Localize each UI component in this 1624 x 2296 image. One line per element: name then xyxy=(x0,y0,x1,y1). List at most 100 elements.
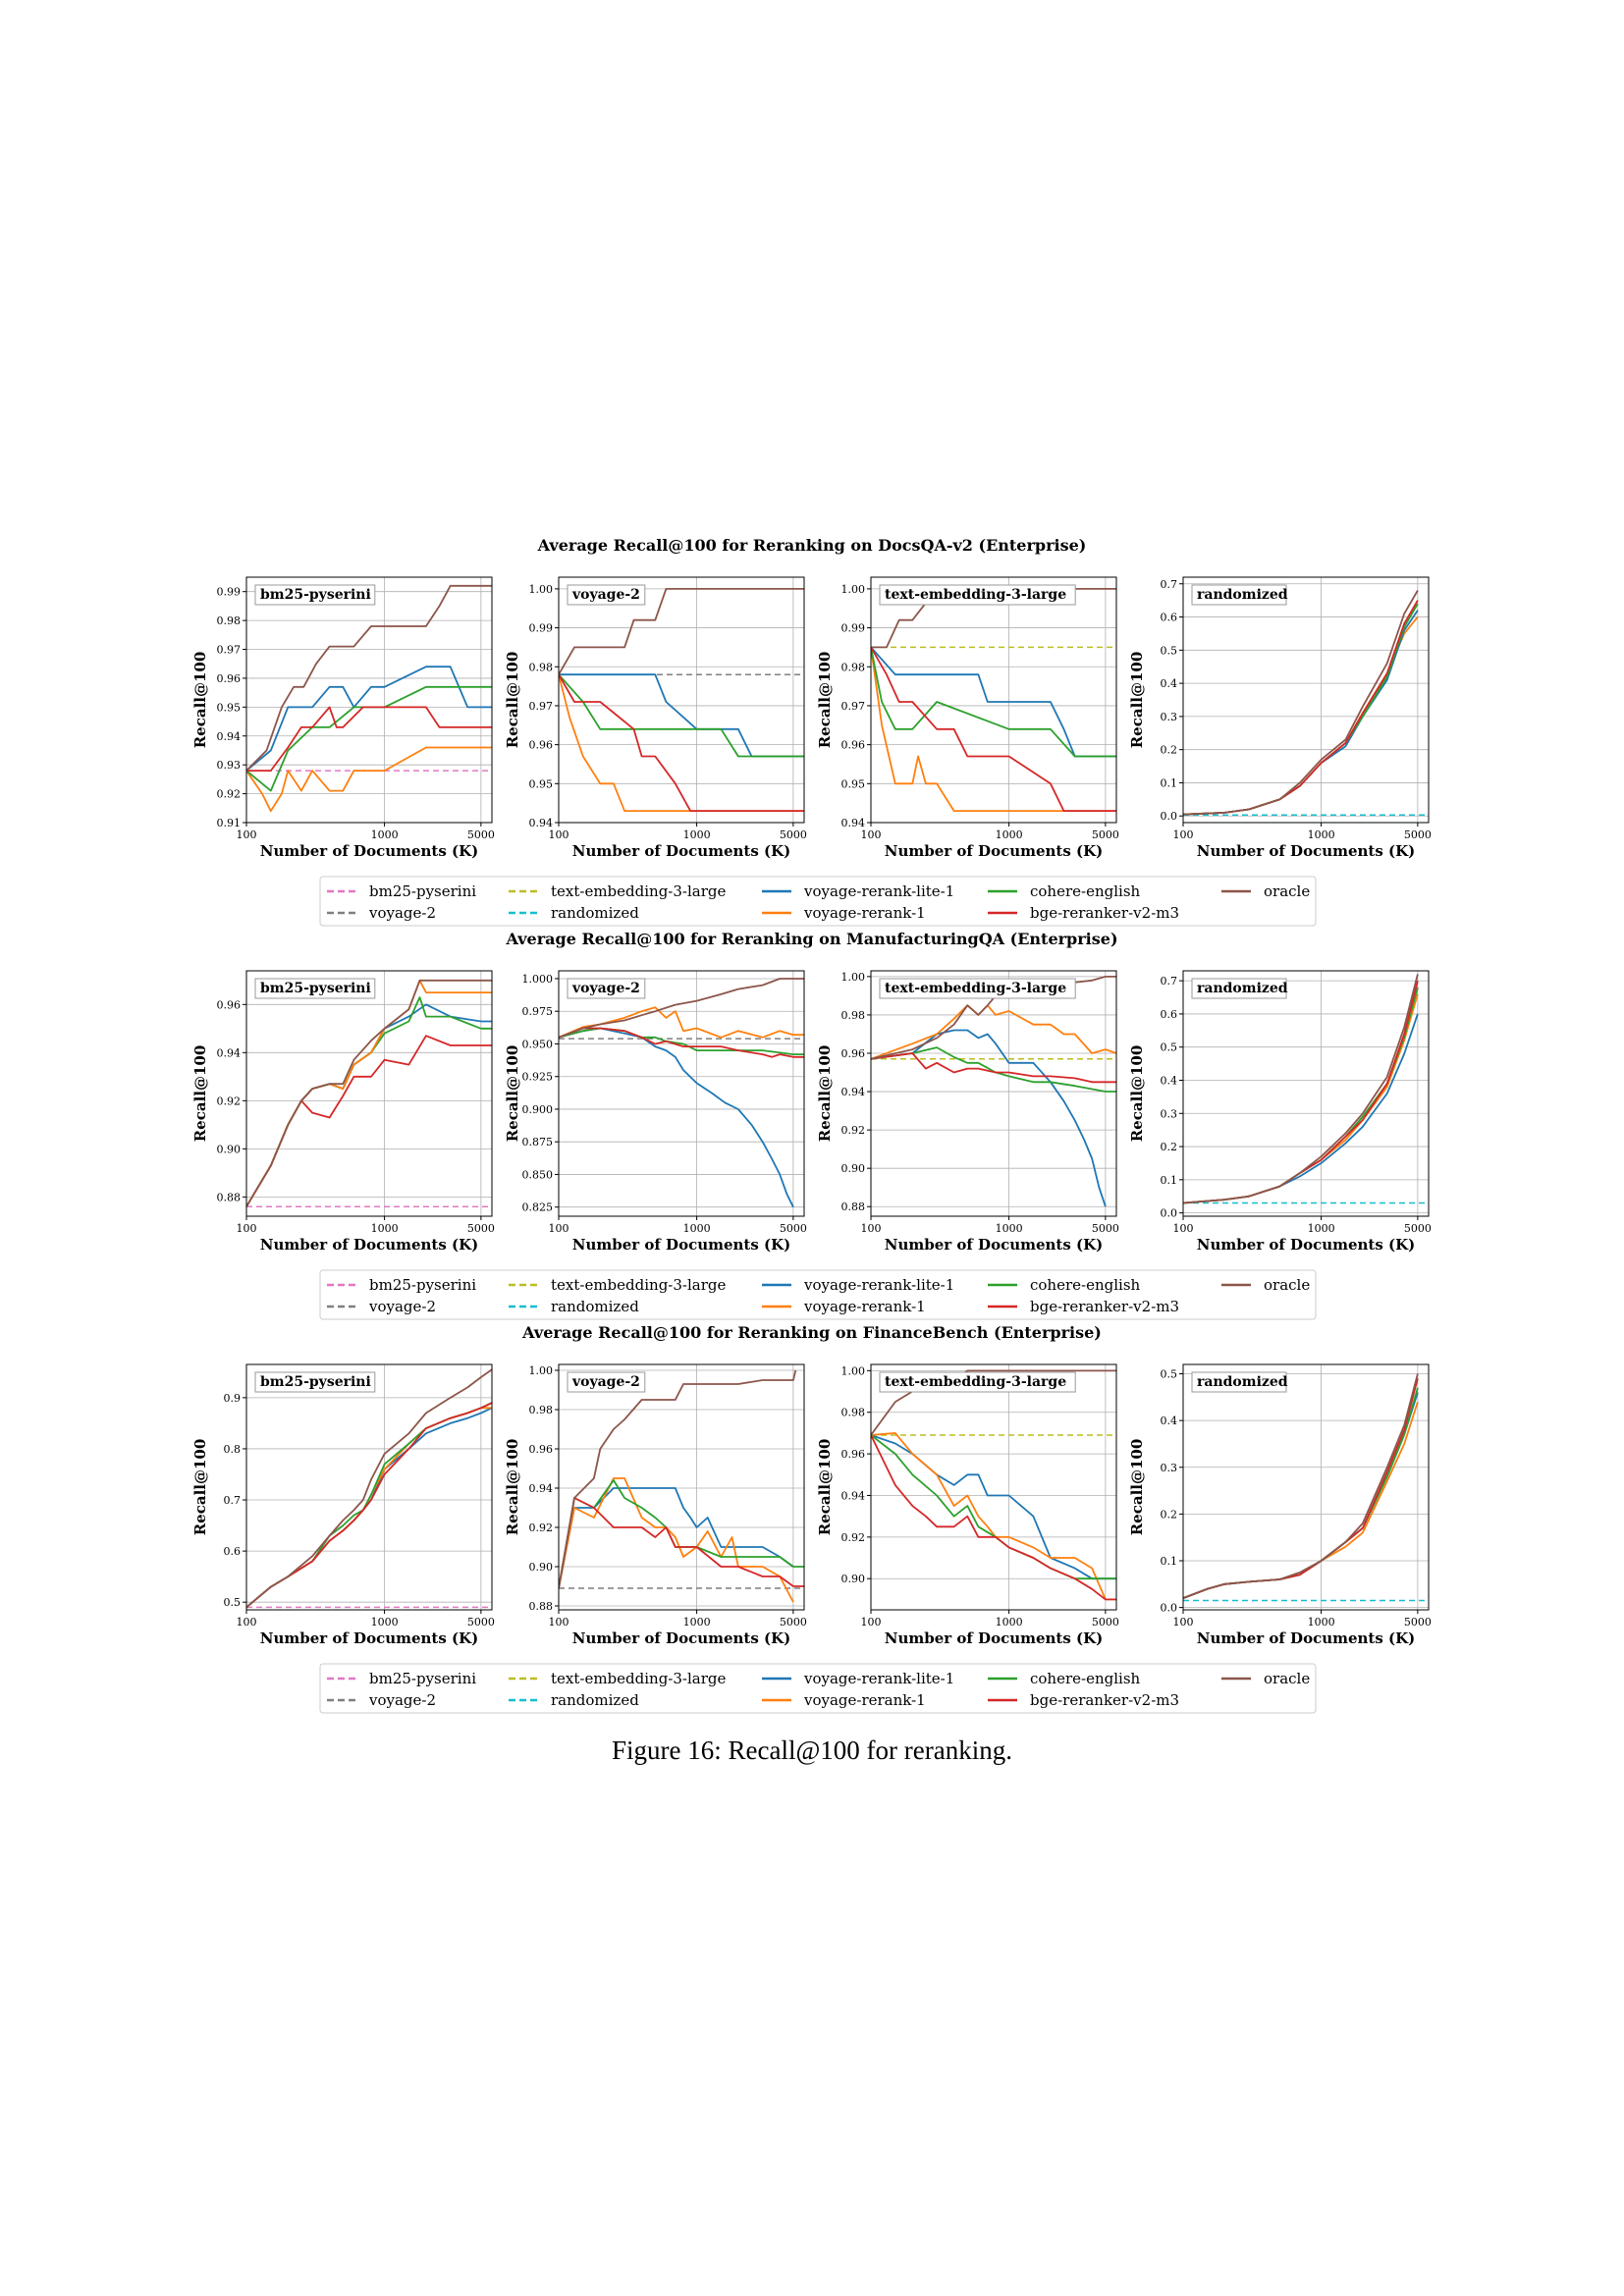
y-tick-label: 0.4 xyxy=(1161,1074,1178,1087)
legend-label: voyage-2 xyxy=(368,1298,436,1315)
x-tick-label: 1000 xyxy=(683,1616,711,1629)
series-line-cohere-english xyxy=(246,685,492,792)
series-line-voyage-rerank-lite-1 xyxy=(1183,1013,1419,1204)
y-tick-label: 0.88 xyxy=(217,1191,242,1203)
series-group xyxy=(246,1368,492,1609)
series-line-cohere-english xyxy=(559,1027,804,1055)
y-tick-label: 0.7 xyxy=(1161,975,1178,988)
panel-label-box xyxy=(879,1371,1076,1393)
y-tick-label: 1.00 xyxy=(529,583,554,596)
y-tick-label: 0.975 xyxy=(522,1005,554,1018)
x-tick-label: 5000 xyxy=(1092,828,1119,841)
series-line-bge-reranker-v2-m3 xyxy=(871,646,1116,812)
x-tick-label: 100 xyxy=(549,1222,569,1235)
x-tick-label: 100 xyxy=(861,828,882,841)
plot-frame xyxy=(558,576,805,824)
y-tick-label: 0.5 xyxy=(1161,1041,1178,1054)
legend-label: oracle xyxy=(1264,1276,1310,1294)
panel-randomized: 0.0 0.1 0.2 0.3 0.4 0.5 0.6 0.7 100 1000 5000 rando… xyxy=(1128,970,1432,1254)
plot-frame xyxy=(1182,576,1430,824)
panel-label-box xyxy=(254,978,376,999)
x-tick-label: 100 xyxy=(1173,1616,1194,1629)
x-axis-label: Number of Documents (K) xyxy=(572,842,791,860)
series-line-oracle xyxy=(246,1368,492,1609)
x-tick-label: 100 xyxy=(1173,1222,1194,1235)
panel-label-box xyxy=(254,584,376,606)
y-tick-label: 0.3 xyxy=(1161,711,1178,723)
legend-label: bm25-pyserini xyxy=(369,882,476,900)
x-axis-label: Number of Documents (K) xyxy=(885,842,1104,860)
x-axis-label: Number of Documents (K) xyxy=(1197,1236,1416,1254)
y-tick-label: 0.5 xyxy=(1161,644,1178,657)
y-tick-label: 0.97 xyxy=(217,644,242,657)
chart-title: Average Recall@100 for Reranking on Manu… xyxy=(505,930,1117,948)
x-axis-label: Number of Documents (K) xyxy=(885,1629,1104,1647)
series-line-cohere-english xyxy=(246,996,492,1207)
y-axis-label: Recall@100 xyxy=(504,652,521,749)
plot-frame xyxy=(245,970,493,1217)
x-tick-label: 1000 xyxy=(996,1222,1023,1235)
panel-label-box xyxy=(1191,584,1287,606)
legend-label: bge-reranker-v2-m3 xyxy=(1030,1691,1179,1709)
series-line-voyage-rerank-1 xyxy=(559,1006,804,1039)
series-line-bge-reranker-v2-m3 xyxy=(871,1434,1116,1601)
legend: bm25-pyserini text-embedding-3-large voyag… xyxy=(319,876,1317,927)
x-tick-label: 1000 xyxy=(371,828,399,841)
x-axis-label: Number of Documents (K) xyxy=(1197,1629,1416,1647)
legend-frame xyxy=(319,1663,1317,1714)
plot-frame xyxy=(1182,1363,1430,1611)
series-line-bge-reranker-v2-m3 xyxy=(246,1402,492,1609)
y-tick-label: 0.93 xyxy=(217,759,242,772)
panel-randomized: 0.0 0.1 0.2 0.3 0.4 0.5 100 1000 5000 randomized N… xyxy=(1128,1363,1432,1647)
panel-label-box xyxy=(879,978,1076,999)
series-line-oracle xyxy=(1183,590,1419,816)
y-tick-label: 0.3 xyxy=(1161,1107,1178,1120)
y-tick-label: 0.900 xyxy=(522,1103,554,1116)
y-tick-label: 0.94 xyxy=(217,730,242,743)
series-line-cohere-english xyxy=(871,1434,1116,1580)
y-tick-label: 0.4 xyxy=(1161,677,1178,690)
panel-label-box xyxy=(567,1371,646,1393)
panel-label: text-embedding-3-large xyxy=(885,587,1066,603)
legend-label: voyage-rerank-lite-1 xyxy=(803,1276,954,1294)
y-axis-label: Recall@100 xyxy=(816,1439,834,1536)
y-axis-label: Recall@100 xyxy=(191,652,209,749)
y-axis-label: Recall@100 xyxy=(504,1439,521,1536)
legend-label: voyage-rerank-lite-1 xyxy=(803,882,954,900)
y-tick-label: 0.90 xyxy=(841,1162,866,1175)
series-line-voyage-rerank-lite-1 xyxy=(559,673,804,758)
y-axis-label: Recall@100 xyxy=(816,652,834,749)
panel-label-box xyxy=(567,978,646,999)
x-tick-label: 5000 xyxy=(1092,1222,1119,1235)
x-tick-label: 5000 xyxy=(1404,828,1432,841)
series-group xyxy=(1183,590,1429,816)
y-tick-label: 1.00 xyxy=(529,1364,554,1377)
series-line-voyage-rerank-lite-1 xyxy=(246,1407,492,1609)
plot-frame xyxy=(870,1363,1117,1611)
panel-label-box xyxy=(254,1371,376,1393)
y-tick-label: 0.99 xyxy=(841,622,866,635)
series-line-voyage-rerank-1 xyxy=(871,647,1116,812)
x-tick-label: 100 xyxy=(237,828,257,841)
figure-caption: Figure 16: Recall@100 for reranking. xyxy=(611,1735,1012,1765)
y-tick-label: 0.94 xyxy=(841,817,866,829)
legend-label: randomized xyxy=(551,1691,639,1709)
x-tick-label: 5000 xyxy=(780,1222,807,1235)
x-tick-label: 5000 xyxy=(780,1616,807,1629)
x-tick-label: 5000 xyxy=(467,1616,495,1629)
y-tick-label: 0.97 xyxy=(529,700,554,713)
series-line-bge-reranker-v2-m3 xyxy=(1183,1378,1419,1599)
series-line-oracle xyxy=(559,978,804,1039)
y-tick-label: 0.875 xyxy=(522,1136,554,1148)
x-tick-label: 5000 xyxy=(1404,1222,1432,1235)
series-line-oracle xyxy=(246,584,492,772)
panel-label: voyage-2 xyxy=(571,587,640,603)
series-line-voyage-rerank-lite-1 xyxy=(246,1003,492,1207)
series-line-voyage-rerank-1 xyxy=(559,673,804,812)
series-group xyxy=(871,588,1116,812)
y-axis-label: Recall@100 xyxy=(191,1439,209,1536)
x-axis-label: Number of Documents (K) xyxy=(260,842,479,860)
x-tick-label: 1000 xyxy=(371,1616,399,1629)
series-line-bge-reranker-v2-m3 xyxy=(246,1035,492,1207)
plot-frame xyxy=(245,576,493,824)
